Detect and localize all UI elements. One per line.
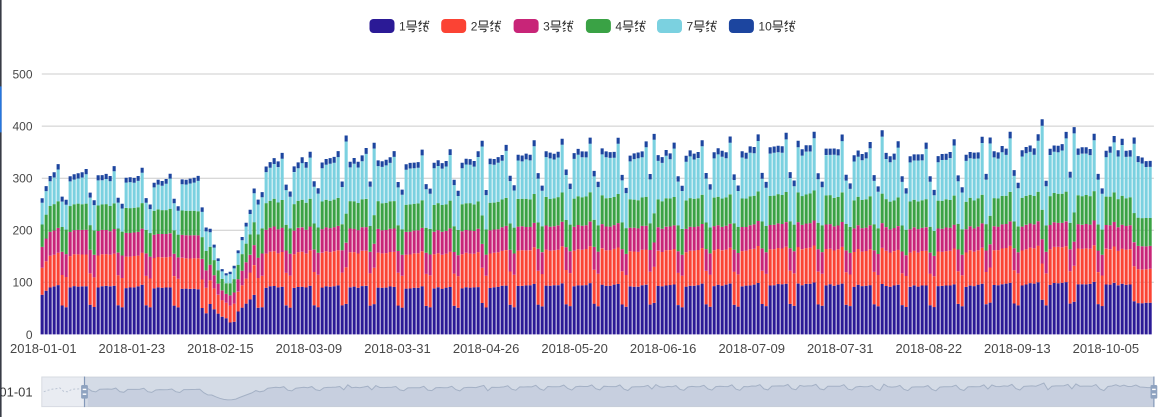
svg-text:100: 100 — [12, 276, 32, 290]
svg-text:2018-07-31: 2018-07-31 — [807, 341, 874, 356]
svg-text:2018-06-16: 2018-06-16 — [630, 341, 697, 356]
svg-text:7: 7 — [687, 20, 694, 34]
svg-text:3: 3 — [543, 20, 550, 34]
svg-text:2018-08-22: 2018-08-22 — [896, 341, 963, 356]
svg-text:2018-01-23: 2018-01-23 — [99, 341, 166, 356]
svg-text:2: 2 — [471, 20, 478, 34]
svg-text:2018-03-09: 2018-03-09 — [276, 341, 343, 356]
svg-text:500: 500 — [12, 67, 32, 81]
svg-text:10: 10 — [758, 20, 772, 34]
svg-text:2018-03-31: 2018-03-31 — [364, 341, 431, 356]
svg-text:2018-02-15: 2018-02-15 — [187, 341, 254, 356]
svg-text:400: 400 — [12, 120, 32, 134]
svg-text:2018-09-13: 2018-09-13 — [984, 341, 1051, 356]
svg-text:1: 1 — [399, 20, 406, 34]
svg-text:2018-05-20: 2018-05-20 — [541, 341, 608, 356]
svg-text:300: 300 — [12, 172, 32, 186]
svg-text:0: 0 — [26, 328, 33, 342]
svg-text:2018-10-05: 2018-10-05 — [1073, 341, 1140, 356]
svg-text:4: 4 — [615, 20, 622, 34]
svg-text:2018-01-01: 2018-01-01 — [10, 341, 77, 356]
svg-text:2018-01-01: 2018-01-01 — [0, 384, 33, 399]
svg-text:2018-04-26: 2018-04-26 — [453, 341, 520, 356]
svg-text:200: 200 — [12, 224, 32, 238]
svg-text:2018-07-09: 2018-07-09 — [718, 341, 785, 356]
